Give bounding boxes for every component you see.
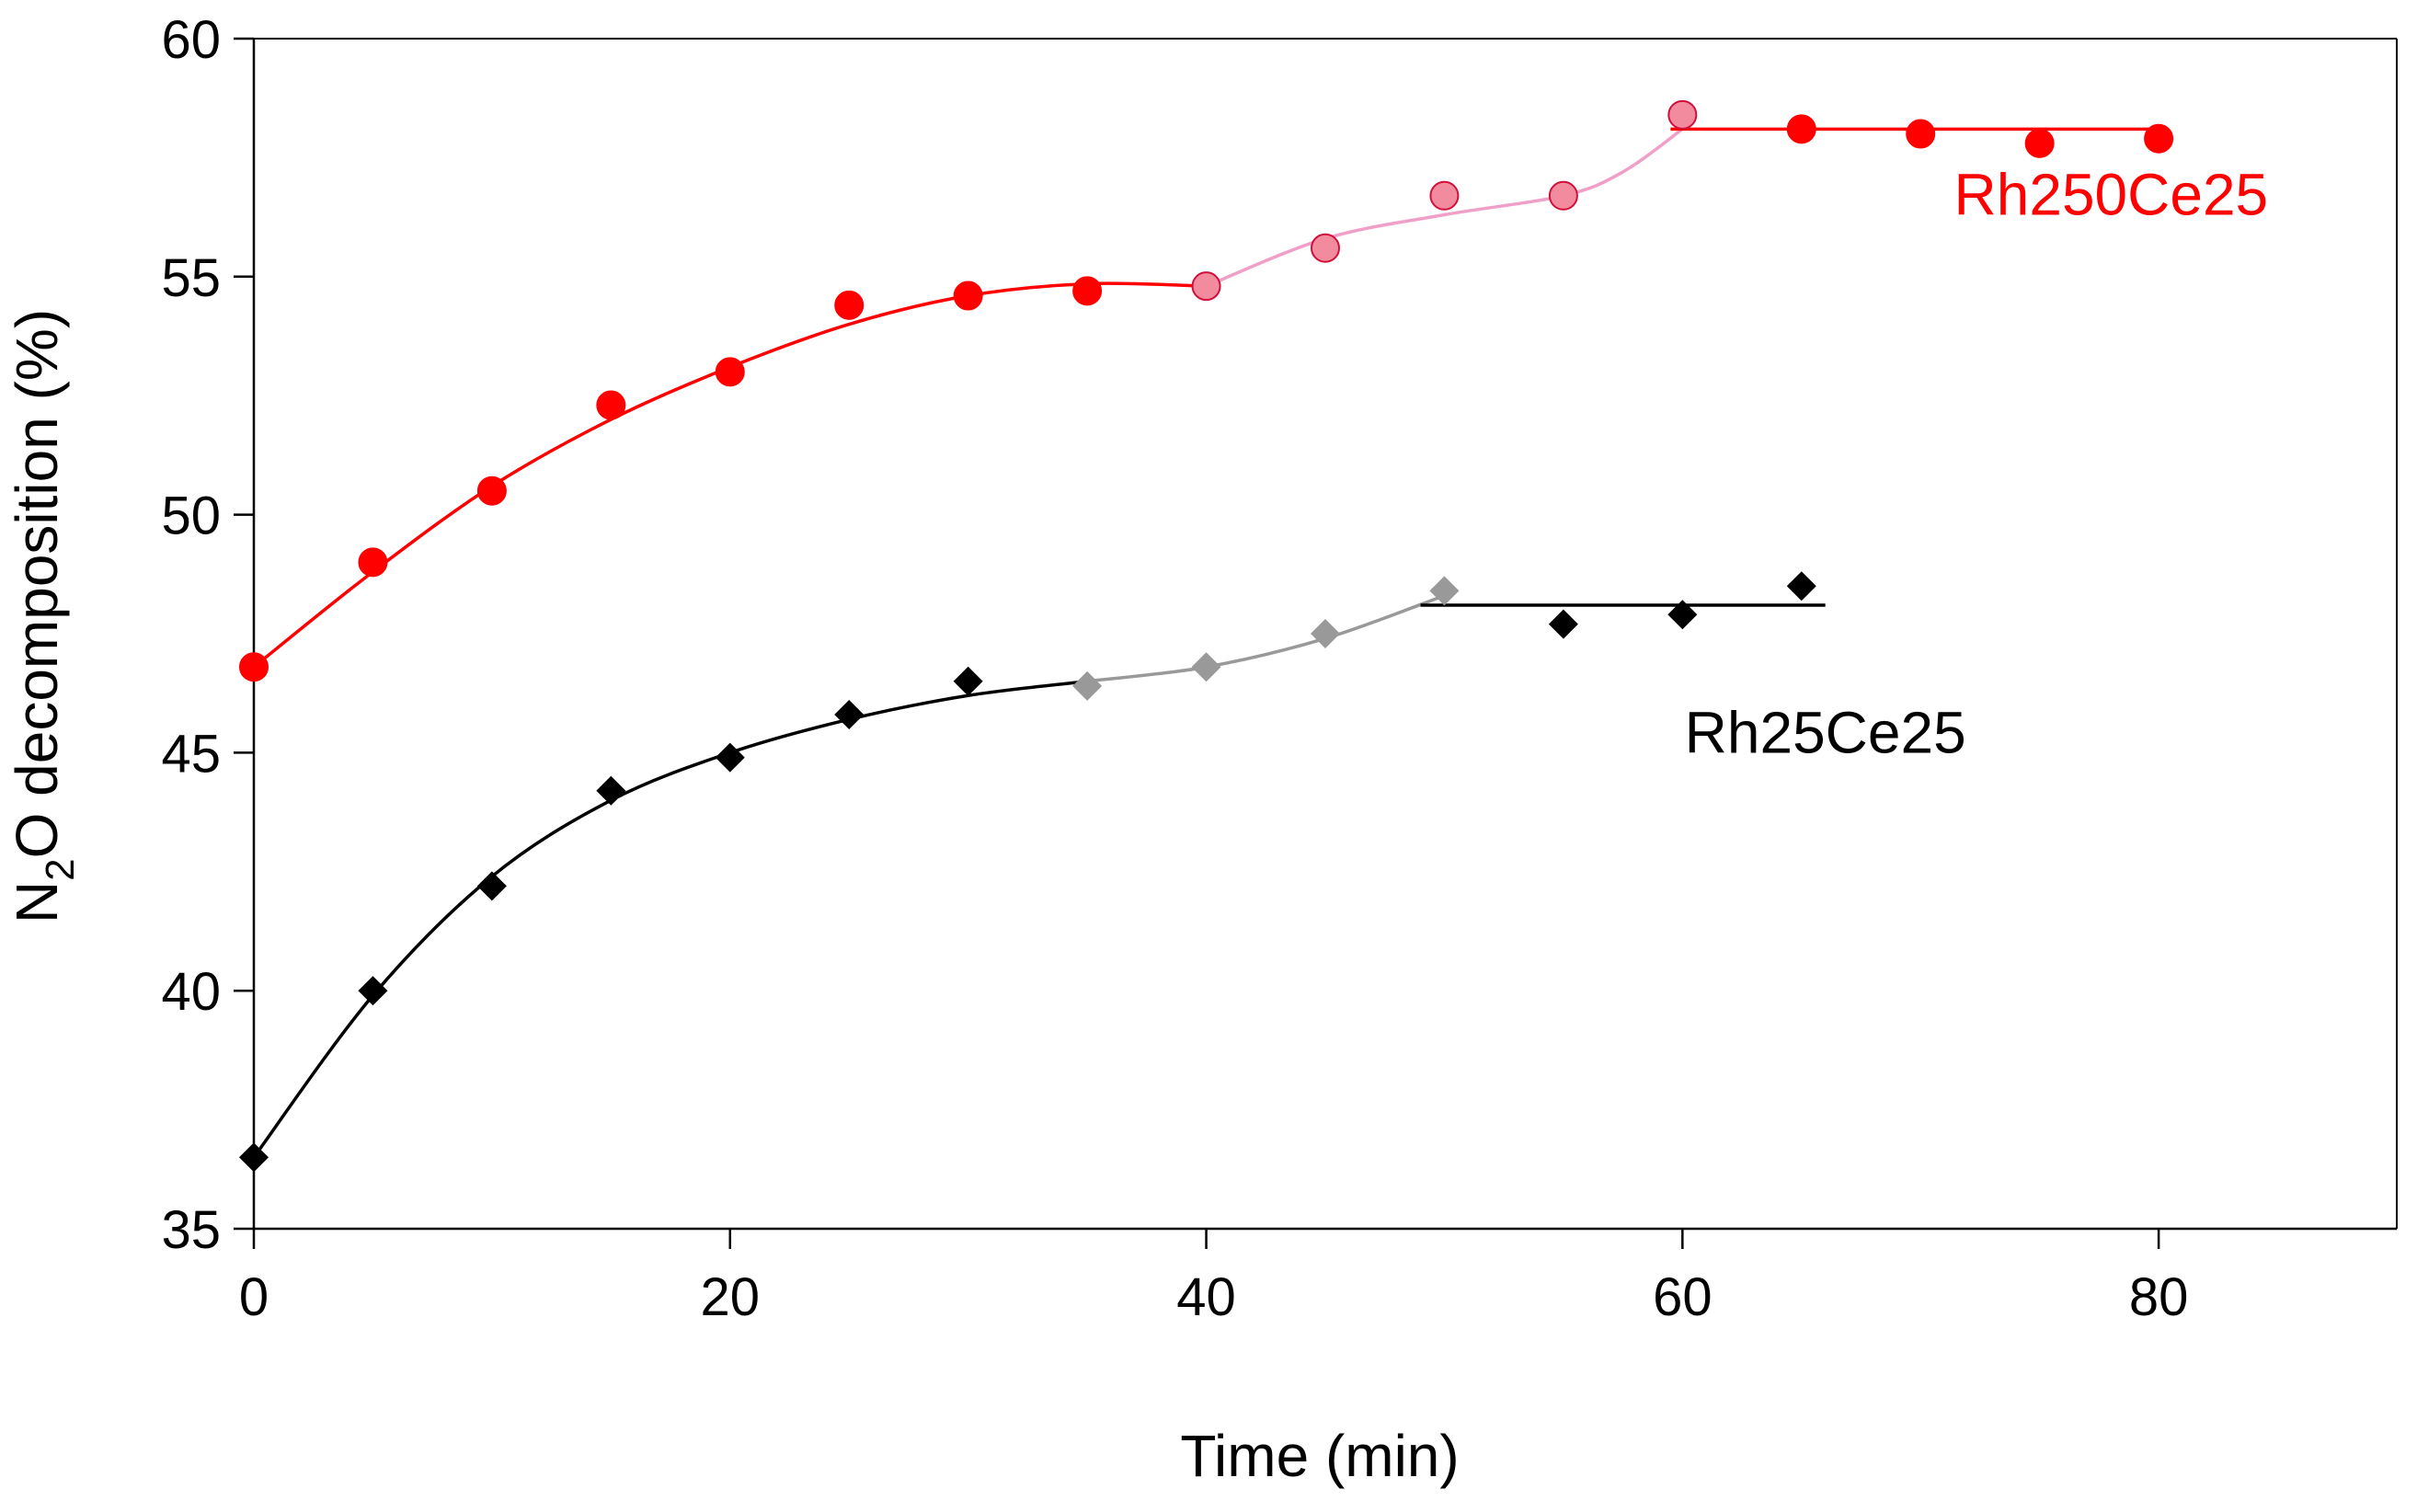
marker-rh250ce25	[1906, 119, 1936, 149]
x-tick-label: 80	[2129, 1267, 2189, 1327]
x-tick-label: 0	[239, 1267, 269, 1327]
y-tick-label: 60	[161, 10, 221, 70]
marker-rh250ce25	[1311, 233, 1340, 263]
marker-rh25ce25	[834, 699, 865, 729]
x-tick-label: 60	[1653, 1267, 1713, 1327]
fit-line-rh250ce25	[1205, 127, 1684, 288]
marker-rh25ce25	[1311, 619, 1340, 648]
marker-rh250ce25	[358, 547, 388, 578]
marker-rh250ce25	[239, 652, 269, 682]
y-axis-title-prefix: N	[4, 881, 70, 923]
marker-rh25ce25	[1429, 576, 1460, 606]
marker-rh250ce25	[1548, 180, 1578, 211]
fit-line-rh25ce25	[1086, 593, 1446, 683]
y-tick-label: 35	[161, 1200, 221, 1260]
x-tick-label: 20	[701, 1267, 761, 1327]
y-axis-title-subscript: 2	[38, 858, 83, 880]
marker-rh250ce25	[953, 281, 983, 311]
marker-rh250ce25	[2024, 128, 2055, 158]
marker-rh250ce25	[596, 390, 626, 420]
plot-area	[254, 38, 2398, 1229]
marker-rh250ce25	[1667, 99, 1698, 130]
data-markers	[239, 99, 2174, 1173]
y-tick-label: 45	[161, 724, 221, 784]
marker-rh25ce25	[1548, 609, 1578, 639]
y-axis-title-suffix: O decomposition (%)	[4, 309, 70, 859]
y-tick-label: 55	[161, 248, 221, 308]
series-label-rh25ce25: Rh25Ce25	[1685, 699, 1966, 765]
marker-rh250ce25	[476, 475, 507, 506]
marker-rh250ce25	[1786, 114, 1816, 144]
marker-rh250ce25	[715, 357, 745, 387]
series-label-rh250ce25: Rh250Ce25	[1954, 162, 2269, 228]
marker-rh25ce25	[239, 1142, 269, 1173]
marker-rh25ce25	[596, 775, 626, 806]
y-tick-label: 50	[161, 487, 221, 546]
marker-rh25ce25	[953, 666, 983, 696]
marker-rh25ce25	[715, 742, 745, 773]
marker-rh250ce25	[1429, 180, 1460, 211]
y-tick-label: 40	[161, 962, 221, 1022]
marker-rh25ce25	[358, 976, 388, 1006]
axes: 35 40 45 50 55 60 0 20 40 60 80	[161, 10, 2397, 1327]
marker-rh250ce25	[1191, 271, 1221, 302]
x-tick-label: 40	[1176, 1267, 1236, 1327]
marker-rh250ce25	[1072, 276, 1103, 306]
marker-rh250ce25	[834, 290, 865, 320]
marker-rh25ce25	[1072, 670, 1103, 701]
y-axis-title: N2O decomposition (%)	[4, 309, 83, 923]
marker-rh25ce25	[476, 871, 507, 901]
marker-rh25ce25	[1786, 571, 1816, 601]
marker-rh25ce25	[1191, 652, 1221, 682]
series-labels: Rh250Ce25 Rh25Ce25	[1685, 162, 2268, 766]
x-axis-title: Time (min)	[1180, 1423, 1459, 1489]
marker-rh25ce25	[1667, 600, 1698, 630]
marker-rh250ce25	[2144, 123, 2174, 154]
